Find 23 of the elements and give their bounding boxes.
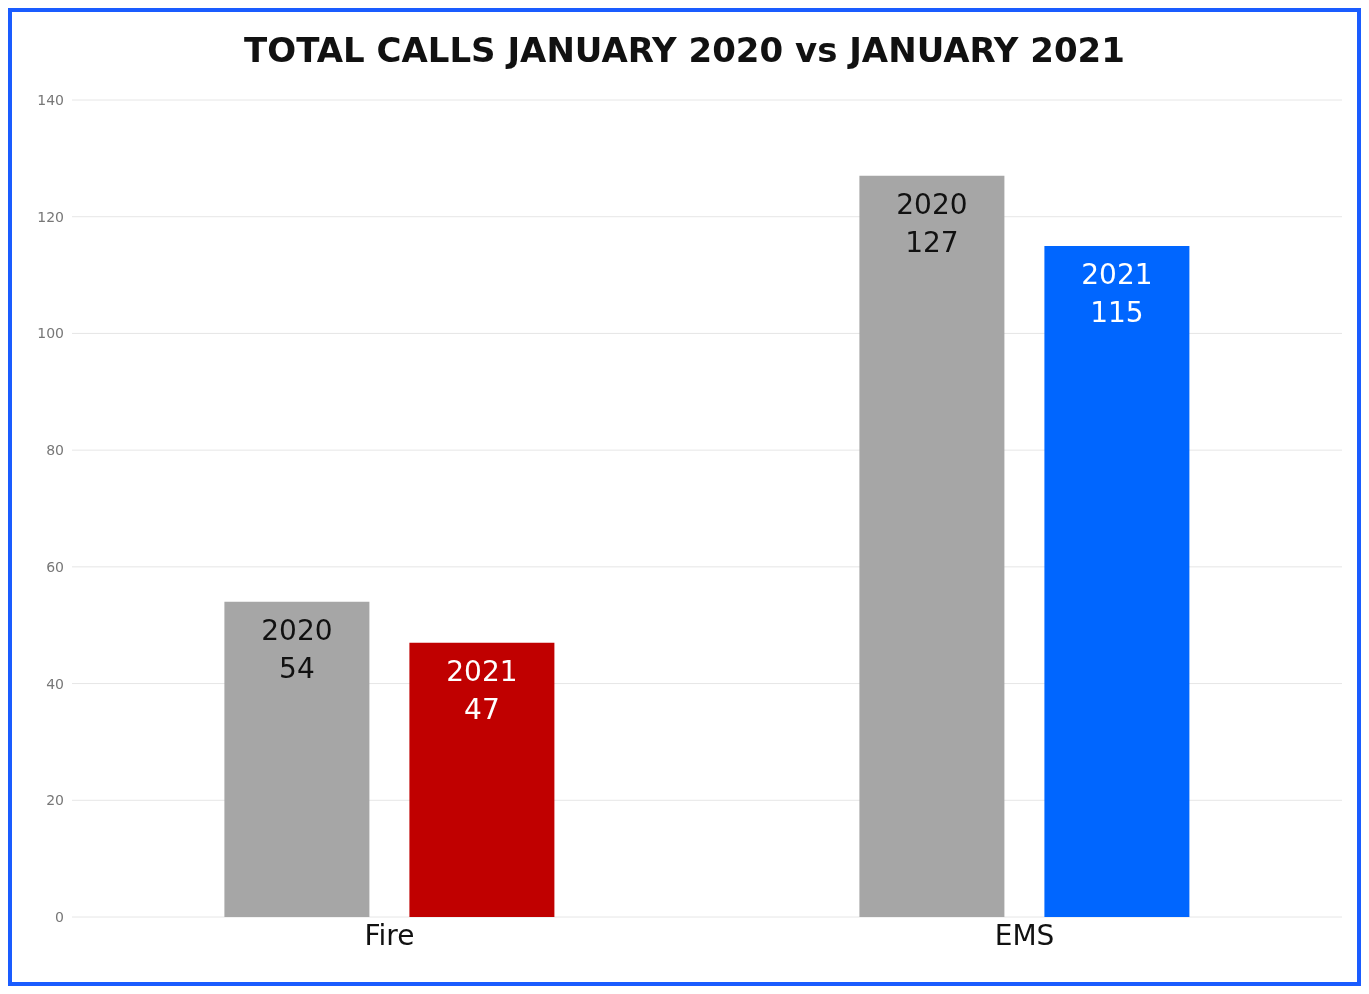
y-tick-label: 40 — [46, 675, 64, 692]
bar — [1044, 245, 1190, 917]
text: 2020 — [896, 187, 968, 221]
y-tick-label: 0 — [55, 908, 64, 925]
data-label: 115 — [1090, 295, 1144, 329]
bar — [224, 601, 370, 917]
x-tick-label: Fire — [364, 918, 415, 952]
y-tick-label: 80 — [46, 442, 64, 459]
y-tick-label: 140 — [37, 91, 64, 108]
y-tick-label: 120 — [37, 208, 64, 225]
chart-title: TOTAL CALLS JANUARY 2020 vs JANUARY 2021 — [243, 29, 1126, 72]
data-label: 127 — [905, 225, 959, 259]
y-tick-label: 60 — [46, 558, 64, 575]
y-tick-label: 20 — [46, 792, 64, 809]
bar — [859, 175, 1005, 917]
bar — [409, 642, 555, 917]
data-label: 47 — [464, 692, 500, 726]
y-tick-label: 100 — [37, 325, 64, 342]
series-label: 2021 — [446, 654, 518, 688]
x-tick-label: EMS — [994, 918, 1055, 952]
text: 2021 — [1081, 257, 1153, 291]
series-label: 2020 — [261, 613, 333, 647]
data-label: 54 — [279, 651, 315, 685]
